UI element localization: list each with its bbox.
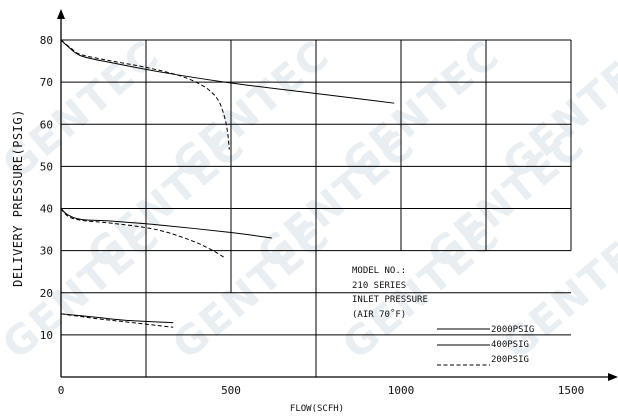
y-tick-label: 20: [40, 287, 53, 300]
y-tick-label: 60: [40, 118, 53, 131]
y-tick-label: 10: [40, 329, 53, 342]
annotation-line-2: 210 SERIES: [352, 281, 406, 291]
curve-set80-200psig: [60, 39, 230, 150]
y-tick-label: 70: [40, 76, 53, 89]
curve-set40-200psig: [60, 208, 225, 258]
watermark-text: GENTEC: [0, 31, 169, 188]
legend-label-400: 400PSIG: [491, 340, 529, 350]
legend-label-200: 200PSIG: [491, 355, 529, 365]
axes: [57, 9, 618, 381]
watermark-text: GENTEC: [249, 121, 424, 278]
curve-set80-2000psig: [60, 39, 395, 104]
y-tick-label: 50: [40, 160, 53, 173]
x-axis-arrow-icon: [608, 373, 618, 381]
y-tick-label: 40: [40, 203, 53, 216]
legend: 2000PSIG 400PSIG 200PSIG: [437, 325, 534, 366]
legend-label-2000: 2000PSIG: [491, 325, 534, 335]
grid: [61, 39, 572, 377]
x-tick-label: 500: [221, 384, 241, 397]
curve-set15-200psig: [60, 313, 174, 328]
annotation-line-3: INLET PRESSURE: [352, 295, 428, 305]
curve-set15-2000psig: [60, 313, 174, 324]
x-tick-label: 1500: [558, 384, 585, 397]
annotation-line-1: MODEL NO.:: [352, 266, 406, 276]
y-axis-arrow-icon: [57, 9, 65, 19]
y-tick-label: 30: [40, 245, 53, 258]
annotation-box: MODEL NO.: 210 SERIES INLET PRESSURE (AI…: [352, 266, 428, 320]
watermark-text: GENTEC: [79, 121, 254, 278]
y-tick-label: 80: [40, 34, 53, 47]
tick-labels: 10 20 30 40 50 60 70 80 0 500 1000 1500: [40, 34, 585, 397]
x-tick-label: 1000: [388, 384, 415, 397]
series: [60, 39, 395, 328]
curve-set40-2000psig: [60, 208, 272, 239]
y-axis-title: DELIVERY PRESSURE(PSIG): [11, 109, 25, 287]
annotation-line-4: (AIR 70˚F): [352, 309, 406, 320]
x-tick-label: 0: [58, 384, 65, 397]
x-axis-title: FLOW(SCFH): [290, 404, 344, 414]
